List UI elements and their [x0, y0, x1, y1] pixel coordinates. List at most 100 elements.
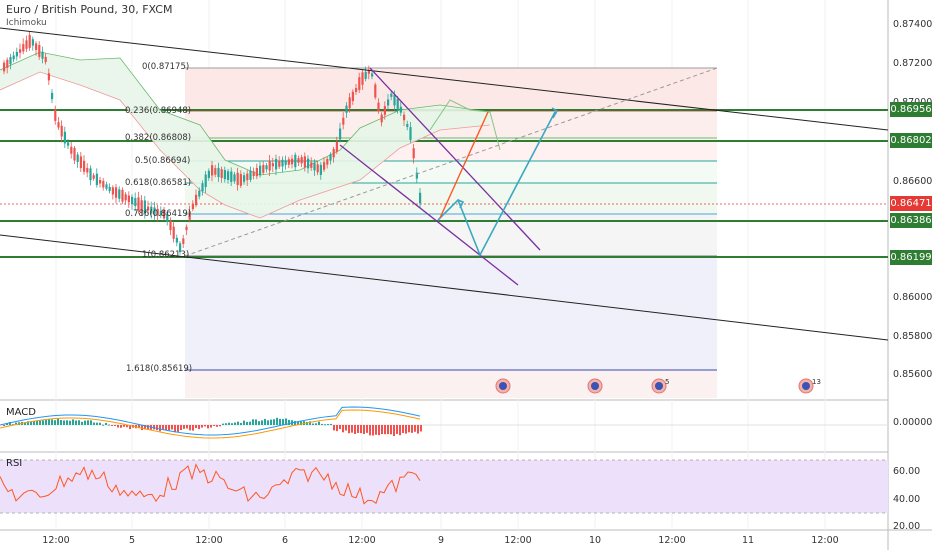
rsi-line [0, 463, 421, 505]
macd-histogram-bar [66, 420, 68, 425]
candle [19, 49, 22, 53]
macd-histogram-bar [369, 425, 371, 436]
event-badge-count: 5 [665, 378, 670, 386]
time-axis-label: 9 [437, 535, 445, 546]
candle [140, 200, 143, 211]
macd-histogram-bar [282, 419, 284, 425]
rsi-axis-label: 40.00 [893, 494, 921, 505]
macd-histogram-bar [36, 420, 38, 425]
ichimoku-cloud [0, 52, 490, 218]
macd-histogram-bar [108, 424, 110, 426]
time-axis-label: 5 [128, 535, 136, 546]
candle [243, 175, 246, 182]
macd-histogram-bar [333, 425, 335, 431]
macd-histogram-bar [288, 419, 290, 425]
fib-label: 0.236(0.86948) [125, 106, 192, 116]
event-icon-core [802, 382, 810, 390]
macd-histogram-bar [315, 423, 317, 425]
ichimoku-span-a [0, 51, 491, 176]
candle [393, 94, 396, 106]
candle [211, 165, 214, 176]
time-axis-label: 6 [281, 535, 289, 546]
indicator-label[interactable]: Ichimoku [6, 18, 47, 28]
candle [313, 163, 316, 171]
macd-histogram-bar [174, 425, 176, 433]
macd-histogram-bar [30, 421, 32, 425]
macd-histogram-bar [381, 425, 383, 435]
candle [230, 171, 233, 182]
candle [22, 44, 25, 52]
candle [137, 197, 140, 211]
candle [367, 70, 370, 74]
candle [79, 156, 82, 169]
price-tag-level[interactable]: 0.86802 [890, 133, 932, 148]
candle [134, 198, 137, 207]
price-axis-label: 0.86600 [893, 176, 932, 187]
candle [89, 168, 92, 181]
candle [323, 162, 326, 170]
candle [67, 142, 70, 146]
candle [361, 72, 364, 85]
rsi-label[interactable]: RSI [6, 458, 23, 469]
macd-histogram-bar [402, 425, 404, 434]
price-axis-label: 0.87400 [893, 19, 932, 30]
price-tag-last[interactable]: 0.86471 [890, 196, 932, 211]
macd-histogram-bar [102, 424, 104, 426]
candle [147, 206, 150, 211]
macd-histogram-bar [273, 419, 275, 425]
candle [9, 57, 12, 65]
candle [419, 192, 422, 204]
candle [201, 183, 204, 192]
symbol-title[interactable]: Euro / British Pound, 30, FXCM [6, 3, 173, 16]
candle [249, 170, 252, 180]
macd-histogram-bar [228, 422, 230, 425]
target-arrow [439, 111, 489, 219]
macd-histogram-bar [414, 425, 416, 432]
macd-histogram-bar [294, 421, 296, 425]
candle [262, 164, 265, 173]
ichimoku-span-b [0, 71, 491, 219]
macd-histogram-bar [258, 421, 260, 425]
macd-histogram-bar [396, 425, 398, 435]
candle [358, 77, 361, 90]
macd-histogram-bar [81, 421, 83, 425]
macd-line [0, 406, 421, 436]
candle [220, 169, 223, 178]
time-axis-label: 12:00 [811, 535, 839, 546]
price-tag-level[interactable]: 0.86386 [890, 213, 932, 228]
candle [351, 91, 354, 102]
candle [92, 175, 95, 179]
macd-histogram-bar [198, 425, 200, 430]
price-axis-label: 0.85800 [893, 331, 932, 342]
macd-histogram-bar [339, 425, 341, 430]
candle [348, 97, 351, 109]
candle [374, 84, 377, 98]
candle [198, 190, 201, 197]
macd-histogram-bar [252, 419, 254, 425]
macd-histogram-bar [54, 420, 56, 425]
macd-histogram-bar [42, 420, 44, 425]
macd-label[interactable]: MACD [6, 407, 36, 418]
candle [115, 187, 118, 198]
macd-histogram-bar [312, 423, 314, 425]
price-tag-level[interactable]: 0.86199 [890, 250, 932, 265]
macd-histogram-bar [219, 425, 221, 427]
candle [265, 165, 268, 170]
projection-arrow [457, 199, 465, 209]
ichimoku-lagging-span [429, 99, 501, 151]
candle [275, 158, 278, 170]
channel-line [339, 144, 519, 286]
macd-histogram-bar [153, 425, 155, 430]
macd-histogram-bar [78, 420, 80, 425]
price-tag-level[interactable]: 0.86956 [890, 102, 932, 117]
macd-histogram-bar [105, 422, 107, 425]
candle [204, 174, 207, 188]
candle [83, 160, 86, 172]
candle [297, 158, 300, 163]
fib-zone [185, 138, 717, 161]
macd-histogram-bar [255, 419, 257, 425]
candle [345, 105, 348, 113]
macd-histogram-bar [201, 425, 203, 428]
macd-histogram-bar [129, 425, 131, 430]
